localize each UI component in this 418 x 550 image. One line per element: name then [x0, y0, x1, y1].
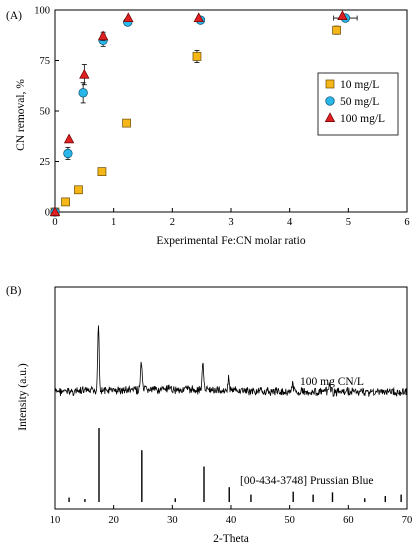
- data-point-square: [192, 52, 202, 61]
- data-point-square: [122, 118, 131, 128]
- x-tick-label-a: 0: [52, 217, 57, 228]
- x-tick-label-b: 70: [402, 515, 413, 526]
- x-tick-label-b: 40: [226, 515, 237, 526]
- x-tick-label-b: 20: [108, 515, 119, 526]
- data-point-triangle: [63, 133, 75, 144]
- legend-label: 10 mg/L: [340, 79, 379, 91]
- data-point-triangle: [97, 30, 109, 41]
- data-point-square: [61, 197, 70, 207]
- series-circle: [50, 13, 358, 217]
- legend-label: 50 mg/L: [340, 96, 379, 108]
- panel-a-label: (A): [6, 10, 22, 22]
- legend-marker-triangle: [324, 112, 336, 122]
- data-point-square: [74, 185, 83, 195]
- x-tick-label-b: 50: [284, 515, 295, 526]
- x-tick-label-b: 10: [50, 515, 61, 526]
- legend-label: 100 mg/L: [340, 113, 385, 125]
- sample-label: 100 mg CN/L: [300, 376, 364, 388]
- data-point-triangle: [123, 12, 134, 23]
- data-point-triangle: [193, 12, 204, 23]
- x-tick-label-a: 2: [170, 217, 175, 228]
- x-tick-label-b: 60: [343, 515, 354, 526]
- data-point-circle: [63, 148, 73, 159]
- series-square: [50, 25, 341, 217]
- series-triangle: [49, 10, 348, 216]
- panel-a: (A) CN removal, % Experimental Fe:CN mol…: [6, 6, 410, 248]
- legend-marker-circle: [325, 96, 335, 106]
- y-axis-label-b: Intensity (a.u.): [17, 363, 29, 431]
- y-tick-label-a: 0: [45, 208, 50, 219]
- legend-marker-square: [325, 79, 335, 89]
- y-tick-label-a: 25: [40, 157, 51, 168]
- x-tick-label-a: 1: [111, 217, 116, 228]
- x-tick-label-a: 3: [228, 217, 233, 228]
- data-point-triangle: [79, 68, 90, 79]
- data-point-triangle: [49, 206, 61, 216]
- xrd-pattern-line: [54, 325, 408, 398]
- legend-a: 10 mg/L 50 mg/L 100 mg/L: [317, 72, 399, 136]
- x-axis-label-a: Experimental Fe:CN molar ratio: [156, 235, 305, 247]
- x-tick-label-a: 5: [346, 217, 351, 228]
- y-tick-label-a: 50: [40, 107, 51, 118]
- x-axis-label-b: 2-Theta: [213, 533, 249, 545]
- y-tick-label-a: 75: [40, 56, 51, 67]
- x-tick-label-a: 4: [287, 217, 293, 228]
- y-axis-label-a: CN removal, %: [15, 79, 27, 151]
- reference-label: [00-434-3748] Prussian Blue: [240, 475, 374, 487]
- data-point-square: [332, 25, 341, 35]
- data-point-circle: [78, 88, 88, 98]
- panel-b-label: (B): [6, 285, 22, 297]
- data-point-triangle: [337, 10, 348, 21]
- y-tick-label-a: 100: [34, 6, 50, 17]
- x-tick-label-a: 6: [404, 217, 409, 228]
- panel-b: (B) Intensity (a.u.) 2-Theta 10 20 30 40 50 6…: [6, 285, 412, 545]
- x-tick-label-b: 30: [167, 515, 178, 526]
- data-point-square: [97, 167, 107, 176]
